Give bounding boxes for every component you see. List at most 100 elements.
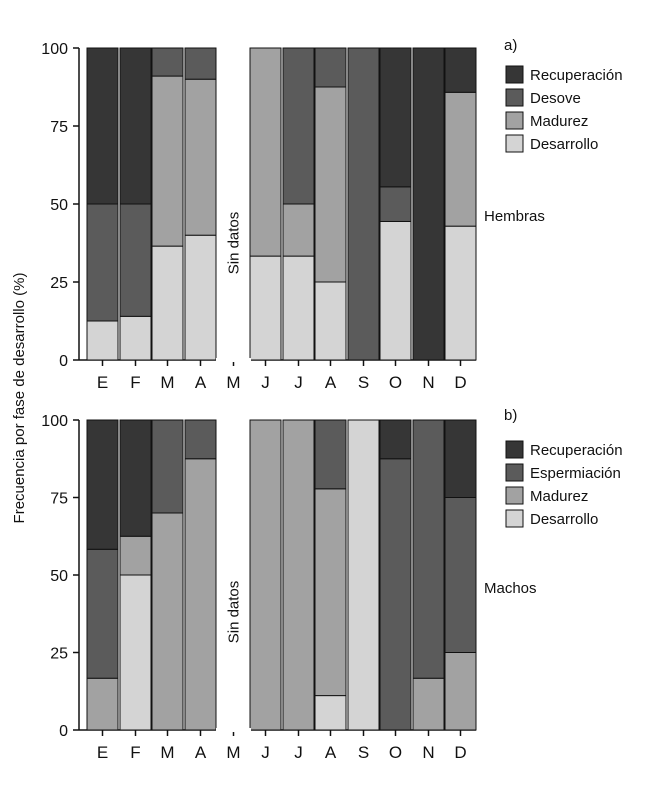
bar-segment — [184, 47, 217, 80]
bar-segment — [86, 47, 119, 205]
x-tick-label: J — [294, 373, 303, 392]
bar-segment — [86, 548, 119, 679]
bar-segment — [184, 419, 217, 460]
panel-label: a) — [504, 37, 517, 54]
x-tick-label: F — [130, 373, 140, 392]
bar-segment — [347, 47, 380, 361]
x-tick-label: O — [389, 743, 402, 762]
bar-segment — [314, 281, 347, 361]
bar-segment — [314, 488, 347, 697]
bar-segment — [119, 315, 152, 361]
y-tick-label: 50 — [50, 197, 68, 214]
x-tick-label: D — [454, 373, 466, 392]
bar-segment — [151, 512, 184, 731]
bar-segment — [314, 695, 347, 731]
x-tick-label: S — [358, 373, 369, 392]
legend-label: Desove — [530, 90, 581, 107]
y-tick-label: 100 — [41, 41, 68, 58]
group-label: Machos — [484, 580, 537, 597]
y-tick-label: 75 — [50, 491, 68, 508]
x-tick-label: S — [358, 743, 369, 762]
bar-segment — [119, 203, 152, 317]
bar-segment — [314, 47, 347, 88]
x-tick-label: J — [261, 373, 270, 392]
bar-segment — [119, 419, 152, 537]
x-tick-label: N — [422, 373, 434, 392]
legend-swatch — [505, 134, 524, 153]
bar-segment — [119, 574, 152, 731]
y-tick-label: 50 — [50, 568, 68, 585]
x-tick-label: J — [294, 743, 303, 762]
x-tick-label: M — [160, 373, 174, 392]
bar-segment — [379, 419, 412, 460]
legend-swatch — [505, 65, 524, 84]
no-data-label: Sin datos — [226, 581, 243, 644]
bar-segment — [249, 419, 282, 731]
legend-swatch — [505, 440, 524, 459]
x-tick-label: E — [97, 373, 108, 392]
bar-segment — [444, 47, 477, 93]
x-tick-label: E — [97, 743, 108, 762]
bar-segment — [379, 47, 412, 188]
y-axis-label: Frecuencia por fase de desarrollo (%) — [11, 273, 28, 524]
no-data-label: Sin datos — [226, 212, 243, 275]
legend-label: Desarrollo — [530, 136, 598, 153]
bar-segment — [347, 419, 380, 731]
x-tick-label: A — [325, 743, 337, 762]
x-tick-label: M — [226, 743, 240, 762]
bar-segment — [412, 677, 445, 731]
no-data-gap — [216, 358, 251, 362]
bar-segment — [151, 245, 184, 361]
x-tick-label: J — [261, 743, 270, 762]
legend-label: Desarrollo — [530, 511, 598, 528]
y-tick-label: 25 — [50, 275, 68, 292]
bar-segment — [314, 86, 347, 283]
legend-label: Recuperación — [530, 442, 623, 459]
bar-segment — [151, 47, 184, 77]
no-data-gap — [216, 728, 251, 732]
bar-segment — [86, 203, 119, 322]
legend-swatch — [505, 509, 524, 528]
bar-segment — [444, 225, 477, 361]
bar-segment — [379, 186, 412, 222]
bar-segment — [119, 47, 152, 205]
y-tick-label: 75 — [50, 119, 68, 136]
legend-label: Madurez — [530, 488, 588, 505]
y-tick-label: 100 — [41, 413, 68, 430]
bar-segment — [184, 458, 217, 731]
bar-segment — [151, 75, 184, 247]
bar-segment — [412, 47, 445, 361]
x-tick-label: F — [130, 743, 140, 762]
y-tick-label: 0 — [59, 353, 68, 370]
bar-segment — [379, 458, 412, 731]
bar-segment — [444, 652, 477, 731]
legend-swatch — [505, 88, 524, 107]
bar-segment — [249, 255, 282, 361]
bar-segment — [444, 497, 477, 653]
bar-segment — [444, 419, 477, 498]
bar-segment — [184, 78, 217, 236]
bar-segment — [86, 677, 119, 731]
bar-segment — [444, 91, 477, 227]
bar-segment — [282, 255, 315, 361]
x-tick-label: D — [454, 743, 466, 762]
legend-swatch — [505, 111, 524, 130]
legend-swatch — [505, 486, 524, 505]
x-tick-label: A — [325, 373, 337, 392]
bar-segment — [151, 419, 184, 514]
x-tick-label: A — [195, 373, 207, 392]
legend-label: Recuperación — [530, 67, 623, 84]
bar-segment — [86, 320, 119, 361]
legend-label: Madurez — [530, 113, 588, 130]
bar-segment — [86, 419, 119, 550]
x-tick-label: A — [195, 743, 207, 762]
x-tick-label: O — [389, 373, 402, 392]
bar-segment — [282, 47, 315, 205]
bar-segment — [379, 220, 412, 361]
x-tick-label: N — [422, 743, 434, 762]
panel-label: b) — [504, 407, 517, 424]
legend-swatch — [505, 463, 524, 482]
